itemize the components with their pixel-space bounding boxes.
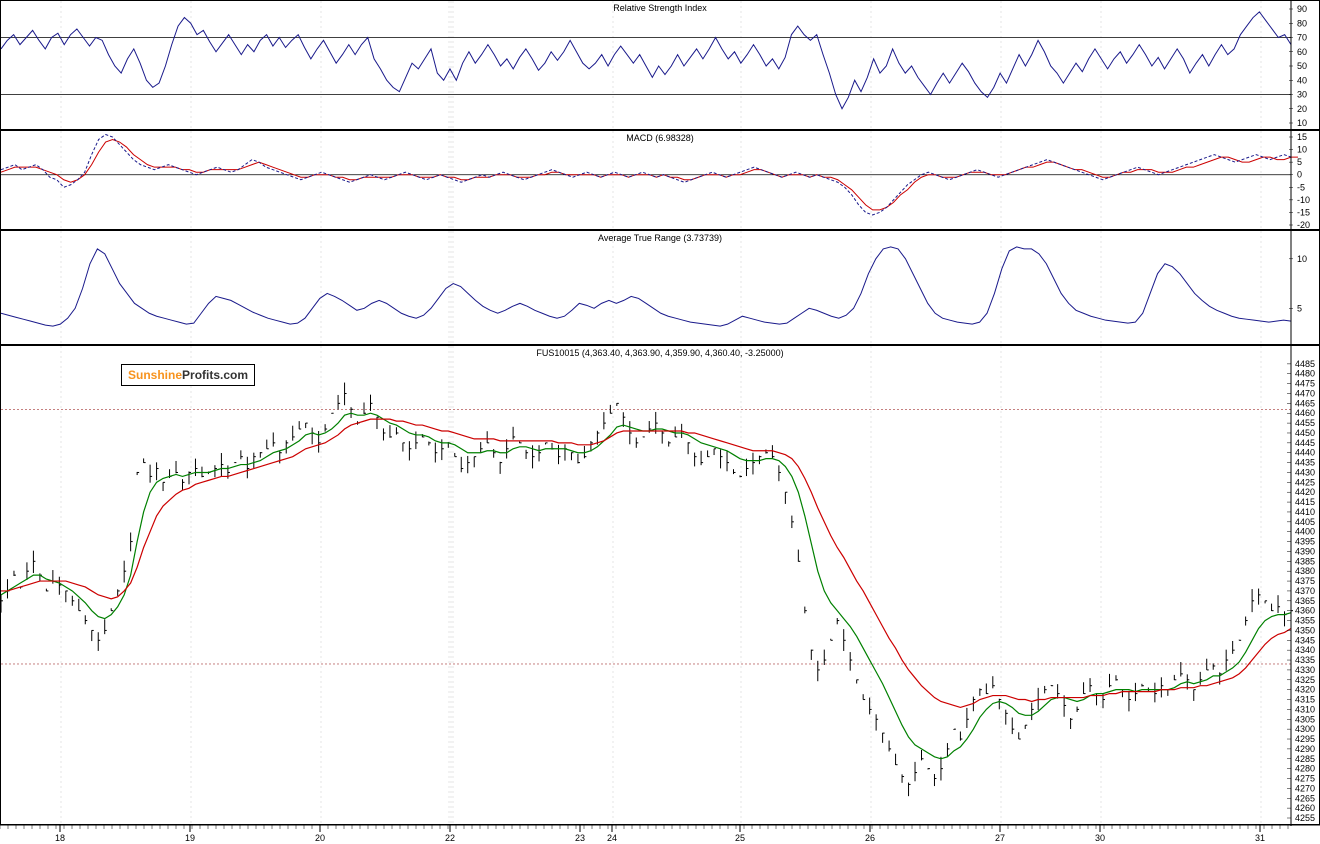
- svg-text:4270: 4270: [1295, 783, 1315, 793]
- svg-text:80: 80: [1297, 18, 1307, 28]
- svg-text:4460: 4460: [1295, 408, 1315, 418]
- svg-text:20: 20: [315, 833, 325, 843]
- watermark-text-a: Sunshine: [128, 368, 182, 382]
- svg-text:20: 20: [1297, 104, 1307, 114]
- svg-text:10: 10: [1297, 254, 1307, 264]
- svg-text:4380: 4380: [1295, 566, 1315, 576]
- svg-text:25: 25: [735, 833, 745, 843]
- svg-text:4280: 4280: [1295, 764, 1315, 774]
- svg-text:50: 50: [1297, 61, 1307, 71]
- svg-text:5: 5: [1297, 303, 1302, 313]
- svg-text:4440: 4440: [1295, 448, 1315, 458]
- svg-text:4480: 4480: [1295, 369, 1315, 379]
- svg-text:4410: 4410: [1295, 507, 1315, 517]
- svg-text:4315: 4315: [1295, 695, 1315, 705]
- svg-text:4300: 4300: [1295, 724, 1315, 734]
- svg-text:4395: 4395: [1295, 537, 1315, 547]
- atr-chart: 5 10: [1, 231, 1320, 346]
- svg-text:-10: -10: [1297, 195, 1310, 205]
- macd-chart: -20 -15 -10 -5 0 5 10 15: [1, 131, 1320, 231]
- svg-text:-5: -5: [1297, 182, 1305, 192]
- svg-text:4330: 4330: [1295, 665, 1315, 675]
- svg-text:-15: -15: [1297, 207, 1310, 217]
- rsi-panel: Relative Strength Index 10 20 30 40 50 60 70 80…: [0, 0, 1320, 130]
- svg-text:4265: 4265: [1295, 793, 1315, 803]
- svg-text:4405: 4405: [1295, 517, 1315, 527]
- svg-text:4365: 4365: [1295, 596, 1315, 606]
- svg-text:4260: 4260: [1295, 803, 1315, 813]
- svg-text:60: 60: [1297, 47, 1307, 57]
- svg-text:4400: 4400: [1295, 527, 1315, 537]
- svg-text:4475: 4475: [1295, 379, 1315, 389]
- svg-text:4325: 4325: [1295, 675, 1315, 685]
- svg-text:-20: -20: [1297, 220, 1310, 230]
- svg-text:4355: 4355: [1295, 616, 1315, 626]
- financial-chart-container: Relative Strength Index 1020304050607080…: [0, 0, 1320, 844]
- svg-text:10: 10: [1297, 118, 1307, 128]
- svg-text:4285: 4285: [1295, 754, 1315, 764]
- svg-text:23: 23: [575, 833, 585, 843]
- svg-text:4425: 4425: [1295, 477, 1315, 487]
- svg-text:15: 15: [1297, 132, 1307, 142]
- svg-text:4360: 4360: [1295, 606, 1315, 616]
- atr-title: Average True Range (3.73739): [598, 233, 722, 243]
- svg-text:4445: 4445: [1295, 438, 1315, 448]
- svg-text:4320: 4320: [1295, 685, 1315, 695]
- svg-text:4255: 4255: [1295, 813, 1315, 823]
- svg-text:4390: 4390: [1295, 546, 1315, 556]
- svg-text:0: 0: [1297, 170, 1302, 180]
- macd-panel: MACD (6.98328) -20 -15 -10 -5 0 5 10 15: [0, 130, 1320, 230]
- rsi-title: Relative Strength Index: [613, 3, 707, 13]
- svg-text:70: 70: [1297, 33, 1307, 43]
- svg-text:4430: 4430: [1295, 467, 1315, 477]
- svg-text:4370: 4370: [1295, 586, 1315, 596]
- price-panel: FUS10015 (4,363.40, 4,363.90, 4,359.90, …: [0, 345, 1320, 825]
- price-title: FUS10015 (4,363.40, 4,363.90, 4,359.90, …: [536, 348, 783, 358]
- svg-text:30: 30: [1297, 90, 1307, 100]
- svg-text:10: 10: [1297, 145, 1307, 155]
- svg-text:4295: 4295: [1295, 734, 1315, 744]
- svg-text:18: 18: [55, 833, 65, 843]
- svg-text:4340: 4340: [1295, 645, 1315, 655]
- svg-text:19: 19: [185, 833, 195, 843]
- watermark-text-b: Profits.com: [182, 368, 248, 382]
- x-axis: 18 19 20 22 23 24 25 26 27 30 31: [0, 825, 1320, 844]
- svg-text:90: 90: [1297, 4, 1307, 14]
- svg-text:4375: 4375: [1295, 576, 1315, 586]
- svg-text:31: 31: [1255, 833, 1265, 843]
- svg-text:4350: 4350: [1295, 625, 1315, 635]
- svg-text:4455: 4455: [1295, 418, 1315, 428]
- price-chart: 4255426042654270427542804285429042954300…: [1, 346, 1320, 826]
- svg-text:4435: 4435: [1295, 458, 1315, 468]
- rsi-chart: 10 20 30 40 50 60 70 80 90: [1, 1, 1320, 131]
- svg-text:22: 22: [445, 833, 455, 843]
- svg-text:4335: 4335: [1295, 655, 1315, 665]
- svg-text:4420: 4420: [1295, 487, 1315, 497]
- svg-text:4310: 4310: [1295, 704, 1315, 714]
- svg-text:4305: 4305: [1295, 714, 1315, 724]
- svg-text:4415: 4415: [1295, 497, 1315, 507]
- svg-text:4470: 4470: [1295, 388, 1315, 398]
- macd-title: MACD (6.98328): [626, 133, 694, 143]
- svg-text:26: 26: [865, 833, 875, 843]
- svg-text:4450: 4450: [1295, 428, 1315, 438]
- svg-text:4385: 4385: [1295, 556, 1315, 566]
- svg-text:4345: 4345: [1295, 635, 1315, 645]
- svg-text:4485: 4485: [1295, 359, 1315, 369]
- svg-text:5: 5: [1297, 157, 1302, 167]
- svg-text:4290: 4290: [1295, 744, 1315, 754]
- watermark-logo: SunshineProfits.com: [121, 364, 255, 386]
- svg-text:24: 24: [607, 833, 617, 843]
- atr-panel: Average True Range (3.73739) 5 10: [0, 230, 1320, 345]
- svg-text:4465: 4465: [1295, 398, 1315, 408]
- svg-text:4275: 4275: [1295, 774, 1315, 784]
- svg-text:30: 30: [1095, 833, 1105, 843]
- svg-text:40: 40: [1297, 75, 1307, 85]
- svg-text:27: 27: [995, 833, 1005, 843]
